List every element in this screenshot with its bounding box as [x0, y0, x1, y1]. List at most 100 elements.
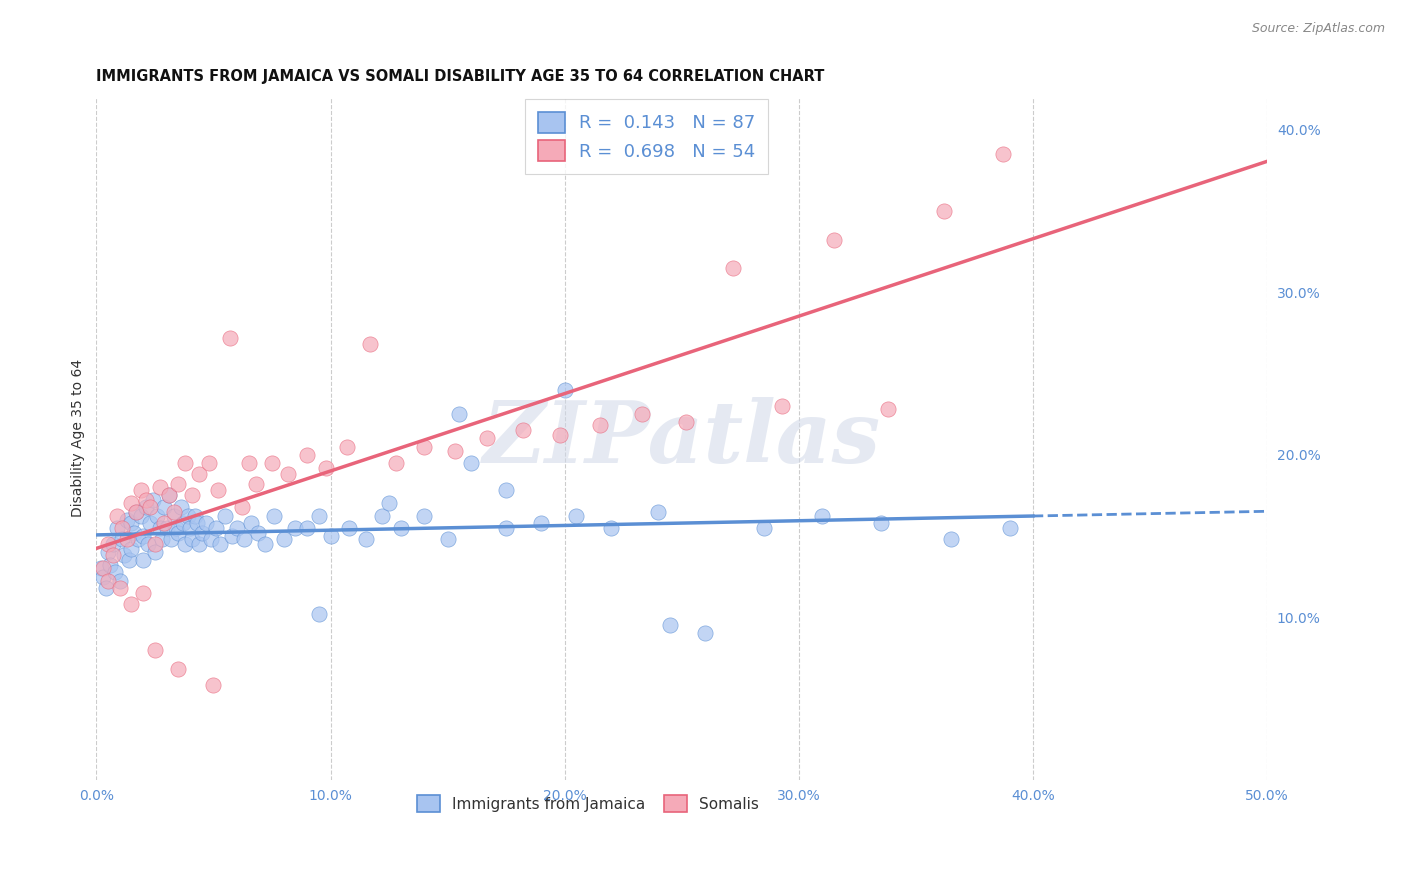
- Point: [114, 549, 136, 563]
- Point: [202, 678, 225, 692]
- Point: [143, 537, 166, 551]
- Point: [153, 500, 176, 514]
- Point: [308, 509, 330, 524]
- Point: [141, 493, 163, 508]
- Y-axis label: Disability Age 35 to 64: Disability Age 35 to 64: [72, 359, 86, 517]
- Point: [337, 521, 360, 535]
- Point: [530, 516, 553, 530]
- Point: [162, 504, 184, 518]
- Point: [295, 521, 318, 535]
- Point: [245, 476, 267, 491]
- Point: [121, 541, 143, 556]
- Point: [273, 532, 295, 546]
- Point: [100, 558, 122, 573]
- Point: [277, 467, 299, 482]
- Point: [153, 516, 176, 530]
- Point: [253, 537, 276, 551]
- Point: [204, 521, 226, 535]
- Point: [136, 537, 159, 551]
- Point: [160, 532, 183, 546]
- Point: [129, 509, 152, 524]
- Point: [371, 509, 394, 524]
- Point: [132, 586, 155, 600]
- Point: [107, 521, 129, 535]
- Point: [436, 532, 458, 546]
- Point: [139, 500, 162, 514]
- Point: [93, 561, 115, 575]
- Point: [188, 537, 211, 551]
- Legend: Immigrants from Jamaica, Somalis: Immigrants from Jamaica, Somalis: [406, 784, 769, 823]
- Point: [389, 521, 412, 535]
- Point: [90, 561, 112, 575]
- Point: [238, 456, 260, 470]
- Point: [167, 525, 190, 540]
- Point: [143, 545, 166, 559]
- Point: [823, 233, 845, 247]
- Point: [148, 521, 170, 535]
- Point: [97, 545, 120, 559]
- Point: [876, 402, 898, 417]
- Point: [460, 456, 482, 470]
- Point: [121, 496, 143, 510]
- Point: [174, 456, 197, 470]
- Point: [121, 597, 143, 611]
- Point: [157, 488, 180, 502]
- Point: [97, 574, 120, 589]
- Point: [218, 331, 240, 345]
- Point: [115, 532, 138, 546]
- Point: [132, 529, 155, 543]
- Point: [190, 525, 212, 540]
- Point: [512, 423, 534, 437]
- Point: [108, 581, 131, 595]
- Point: [195, 516, 218, 530]
- Point: [231, 500, 253, 514]
- Point: [413, 440, 436, 454]
- Point: [146, 509, 169, 524]
- Text: ZIPatlas: ZIPatlas: [482, 397, 880, 480]
- Point: [167, 662, 190, 676]
- Point: [176, 509, 198, 524]
- Point: [118, 553, 141, 567]
- Point: [125, 504, 148, 518]
- Point: [284, 521, 307, 535]
- Point: [107, 509, 129, 524]
- Point: [308, 607, 330, 621]
- Point: [101, 549, 124, 563]
- Point: [121, 516, 143, 530]
- Point: [869, 516, 891, 530]
- Point: [659, 618, 682, 632]
- Point: [631, 407, 654, 421]
- Point: [186, 516, 208, 530]
- Point: [150, 532, 173, 546]
- Point: [148, 480, 170, 494]
- Point: [101, 537, 124, 551]
- Point: [165, 521, 187, 535]
- Point: [129, 483, 152, 498]
- Point: [111, 532, 134, 546]
- Point: [111, 521, 134, 535]
- Point: [104, 565, 127, 579]
- Point: [319, 529, 342, 543]
- Point: [589, 418, 612, 433]
- Point: [197, 456, 219, 470]
- Point: [135, 493, 157, 508]
- Point: [132, 553, 155, 567]
- Point: [162, 509, 184, 524]
- Point: [167, 476, 190, 491]
- Point: [413, 509, 436, 524]
- Point: [811, 509, 834, 524]
- Point: [128, 532, 150, 546]
- Point: [188, 467, 211, 482]
- Point: [94, 581, 117, 595]
- Point: [385, 456, 408, 470]
- Point: [125, 504, 148, 518]
- Point: [263, 509, 285, 524]
- Point: [232, 532, 254, 546]
- Text: Source: ZipAtlas.com: Source: ZipAtlas.com: [1251, 22, 1385, 36]
- Point: [209, 537, 232, 551]
- Point: [939, 532, 962, 546]
- Point: [675, 415, 697, 429]
- Point: [998, 521, 1021, 535]
- Point: [647, 504, 669, 518]
- Point: [183, 509, 205, 524]
